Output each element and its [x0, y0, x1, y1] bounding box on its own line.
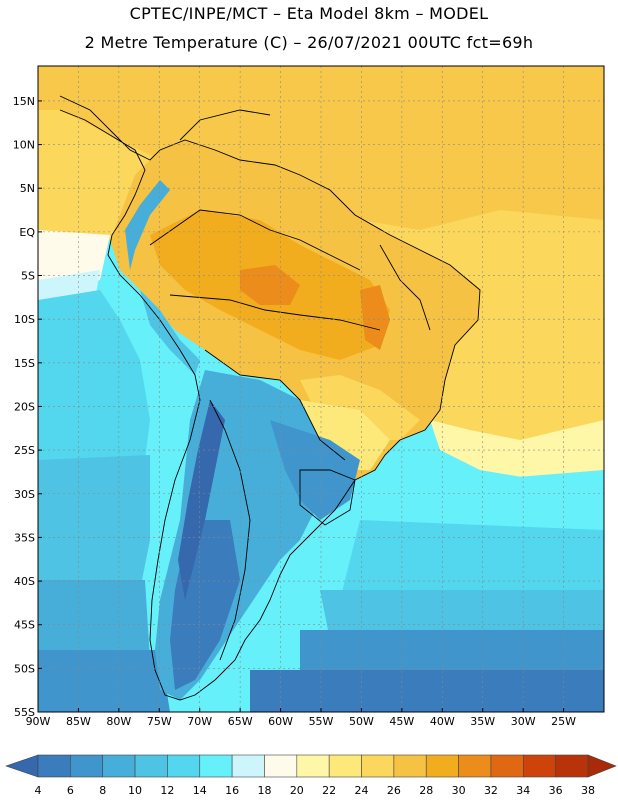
lon-label: 25W [551, 715, 576, 728]
lon-label: 35W [470, 715, 495, 728]
latitude-labels: 15N 10N 5N EQ 5S 10S 15S 20S 25S 30S 35S 40S 45S 50S 5… [13, 95, 42, 719]
colorbar-segment [296, 754, 330, 778]
border-bolivia [204, 349, 346, 461]
coastlines [59, 95, 481, 701]
lat-label: 40S [14, 575, 35, 588]
map-title-line2: 2 Metre Temperature (C) – 26/07/2021 00U… [84, 33, 534, 52]
border-chile-argentina [209, 399, 251, 661]
lat-label: 10N [13, 139, 35, 152]
lat-label: 50S [14, 662, 35, 675]
atlantic-band-8 [250, 670, 604, 712]
lon-label: 65W [228, 715, 253, 728]
pacific-band-14 [38, 455, 150, 590]
border-brazil-peru [169, 294, 381, 331]
colorbar-tick-label: 26 [387, 784, 401, 797]
colorbar-tick-label: 28 [419, 784, 433, 797]
caribbean-coast [179, 109, 271, 141]
colorbar-segment [490, 754, 524, 778]
colorbar-segment [134, 754, 168, 778]
border-uruguay [299, 469, 356, 526]
graticule [38, 66, 604, 712]
border-brazil-states [379, 244, 431, 331]
lon-label: 40W [430, 715, 455, 728]
andes-north [125, 180, 170, 270]
continent-coastline [59, 95, 481, 701]
lat-label: 30S [14, 488, 35, 501]
colorbar-segment [231, 754, 265, 778]
border-north [149, 209, 361, 271]
colorbar-segment [425, 754, 459, 778]
colorbar-segment [167, 754, 201, 778]
lon-label: 90W [26, 715, 51, 728]
lon-label: 45W [389, 715, 414, 728]
colorbar-segment [393, 754, 427, 778]
colorbar-tick-label: 30 [452, 784, 466, 797]
lat-label: 25S [14, 444, 35, 457]
lat-label: 15N [13, 95, 35, 108]
colorbar-segment [102, 754, 136, 778]
land-hot-tocantins [360, 285, 390, 350]
colorbar-tick-label: 6 [67, 784, 74, 797]
colorbar-max-arrow [587, 754, 617, 778]
pacific-band-12 [38, 580, 150, 660]
lon-label: 75W [147, 715, 172, 728]
colorbar-tick-label: 22 [322, 784, 336, 797]
colorbar-segment [37, 754, 71, 778]
colorbar-segment [199, 754, 233, 778]
colorbar-tick-label: 36 [549, 784, 563, 797]
colorbar-tick-label: 18 [257, 784, 271, 797]
colorbar-segment [458, 754, 492, 778]
atlantic-band-16 [340, 520, 604, 610]
lat-label: 55S [14, 706, 35, 719]
lon-label: 70W [187, 715, 212, 728]
colorbar-tick-label: 8 [99, 784, 106, 797]
lat-label: 10S [14, 313, 35, 326]
colorbar-tick-label: 4 [35, 784, 42, 797]
colorbar-tick-label: 10 [128, 784, 142, 797]
land-hottest [240, 265, 300, 305]
colorbar-tick-label: 14 [193, 784, 207, 797]
lat-label: 20S [14, 400, 35, 413]
lat-label: EQ [19, 226, 35, 239]
colorbar: 4 6 8 10 12 14 16 18 20 22 24 26 28 30 32 34 36 38 [5, 754, 617, 797]
lat-label: 45S [14, 619, 35, 632]
lon-label: 60W [268, 715, 293, 728]
lat-label: 5S [21, 270, 35, 283]
lon-label: 55W [309, 715, 334, 728]
colorbar-segment [70, 754, 104, 778]
colorbar-segment [522, 754, 556, 778]
lat-label: 5N [20, 182, 35, 195]
colorbar-segment [264, 754, 298, 778]
colorbar-tick-label: 20 [290, 784, 304, 797]
atlantic-band-24 [430, 420, 604, 480]
map-title-line1: CPTEC/INPE/MCT – Eta Model 8km – MODEL [129, 4, 489, 23]
lon-label: 85W [66, 715, 91, 728]
lon-label: 80W [106, 715, 131, 728]
pacific-band-10 [38, 650, 170, 712]
colorbar-tick-label: 12 [160, 784, 174, 797]
lon-label: 30W [511, 715, 536, 728]
longitude-labels: 90W 85W 80W 75W 70W 65W 60W 55W 50W 45W 40W 35W 30W 2… [26, 708, 576, 728]
lat-label: 35S [14, 531, 35, 544]
colorbar-segment [555, 754, 589, 778]
lon-label: 50W [349, 715, 374, 728]
andes-peru [140, 290, 200, 375]
colorbar-tick-label: 16 [225, 784, 239, 797]
pacific-band-16 [38, 290, 150, 470]
colorbar-segment [361, 754, 395, 778]
colorbar-tick-label: 24 [355, 784, 369, 797]
colorbar-tick-label: 38 [581, 784, 595, 797]
atlantic-band-14 [320, 590, 604, 640]
colorbar-tick-label: 34 [516, 784, 530, 797]
colorbar-segment [328, 754, 362, 778]
lat-label: 15S [14, 357, 35, 370]
colorbar-min-arrow [5, 754, 39, 778]
colorbar-tick-label: 32 [484, 784, 498, 797]
